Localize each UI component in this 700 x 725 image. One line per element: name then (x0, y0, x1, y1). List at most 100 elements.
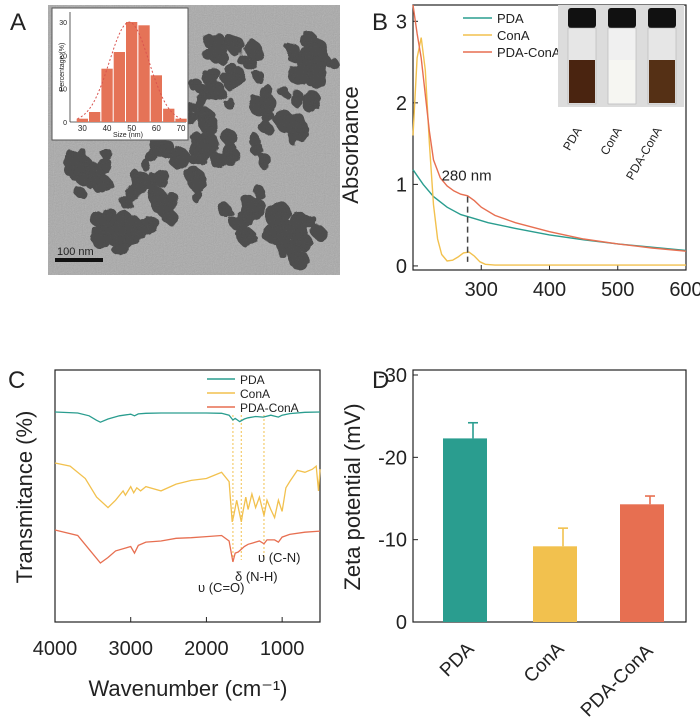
nanoparticle (276, 114, 296, 134)
histogram-ticks: 30 40 50 60 70 0 10 20 30 (59, 20, 186, 133)
nanoparticle (237, 227, 256, 247)
panel-label-d: D (372, 367, 389, 394)
vial-pda-cona (647, 8, 677, 105)
uv-vis-x-tick-label: 500 (601, 279, 634, 301)
nanoparticle (139, 158, 151, 170)
vial-pda (567, 8, 597, 105)
uv-vis-y-tick-label: 1 (396, 174, 407, 196)
ftir-x-tick-label: 4000 (33, 638, 78, 660)
280nm-annotation: 280 nm (442, 167, 492, 184)
zeta-bar-cona (533, 546, 577, 622)
histogram-bar (138, 25, 150, 122)
uv-vis-ticks: 300 400 500 600 0 1 2 3 (396, 11, 700, 301)
histogram-bar (89, 112, 101, 122)
nanoparticle (143, 171, 157, 186)
nanoparticle (261, 110, 275, 123)
ftir-series (54, 411, 321, 564)
nanoparticle (278, 86, 289, 98)
nanoparticle (288, 90, 305, 106)
uv-vis-legend-label: PDA (497, 11, 524, 26)
histogram-xlabel: Size (nm) (113, 132, 143, 139)
ftir-ticks: 4000 3000 2000 1000 (33, 617, 304, 660)
uv-vis-series-cona (412, 37, 686, 266)
histogram-y-tick-label: 0 (63, 120, 67, 127)
nanoparticle (225, 35, 245, 55)
zeta-ticks: -30 -20 -10 0 (378, 365, 418, 634)
nanoparticle (75, 187, 87, 199)
uv-vis-legend-label: ConA (497, 28, 530, 43)
nanoparticle (86, 177, 98, 190)
vial-label: PDA-ConA (623, 125, 664, 183)
histogram-bar (150, 75, 162, 122)
nanoparticle (75, 168, 88, 181)
histogram-x-tick-label: 60 (152, 124, 161, 133)
nanoparticle (223, 208, 234, 219)
nanoparticle (93, 232, 110, 248)
nanoparticle (65, 152, 80, 168)
zeta-category-label: ConA (520, 638, 569, 687)
nanoparticle (287, 132, 300, 145)
nanoparticles (62, 31, 339, 271)
nanoparticle (235, 210, 253, 229)
nanoparticle (314, 52, 331, 70)
nanoparticle (152, 169, 171, 187)
nanoparticle (223, 96, 235, 109)
gaussian-fit-curve (77, 21, 182, 120)
uv-vis-ylabel: Absorbance (338, 86, 363, 203)
ftir-chart: 4000 3000 2000 1000 υ (C=O)δ (N-H) υ (C-N) P… (12, 369, 321, 701)
histogram-ylabel: Percentage (%) (59, 43, 66, 92)
zeta-y-tick-label: -10 (378, 530, 407, 552)
uv-vis-series (412, 4, 687, 266)
vial-cona (607, 8, 637, 105)
zeta-bar-pda (443, 438, 487, 622)
ftir-frame (54, 369, 321, 623)
nanoparticle (144, 149, 157, 162)
zeta-category-label: PDA (436, 638, 479, 681)
histogram-x-tick-label: 40 (103, 124, 112, 133)
uv-vis-y-tick-label: 2 (396, 93, 407, 115)
zeta-bar-pda-cona (620, 504, 664, 622)
nanoparticle (311, 74, 328, 91)
ftir-annotation-c-o: υ (C=O) (198, 580, 244, 595)
ftir-x-tick-label: 2000 (184, 638, 229, 660)
panel-label-c: C (8, 367, 25, 394)
ftir-annotation-n-h: δ (N-H) (235, 569, 278, 584)
nanoparticle (285, 221, 298, 234)
histogram-x-tick-label: 70 (177, 124, 186, 133)
histogram-bar (101, 68, 113, 122)
tem-image: 100 nm (48, 5, 340, 275)
nanoparticle (259, 121, 273, 135)
nanoparticle (103, 223, 116, 236)
nanoparticle (256, 153, 272, 169)
nanoparticle (157, 140, 176, 159)
nanoparticle (79, 156, 92, 168)
nanoparticle (193, 95, 209, 110)
nanoparticle (189, 189, 202, 201)
zeta-chart: -30 -20 -10 0 PDA ConA PDA-ConA Zeta potentia… (340, 365, 687, 721)
histogram-bar (175, 118, 187, 122)
histogram-x-tick-label: 50 (127, 124, 136, 133)
nanoparticle (289, 251, 303, 266)
ftir-annotation-c-n: υ (C-N) (258, 550, 301, 565)
histogram-bar (113, 52, 125, 122)
nanoparticle (220, 129, 237, 146)
nanoparticle (225, 77, 241, 93)
ftir-annotations: υ (C=O)δ (N-H) υ (C-N) (198, 550, 301, 595)
nanoparticle (208, 34, 228, 54)
nanoparticle (220, 140, 237, 157)
nanoparticle (306, 67, 318, 79)
nanoparticle (242, 204, 253, 215)
ftir-xlabel: Wavenumber (cm⁻¹) (88, 676, 287, 701)
uv-vis-x-tick-label: 600 (669, 279, 700, 301)
uv-vis-legend: PDA ConA PDA-ConA (463, 11, 561, 60)
nanoparticle (93, 177, 112, 196)
zeta-ylabel: Zeta potential (mV) (340, 403, 365, 590)
uv-vis-legend-label: PDA-ConA (497, 45, 561, 60)
nanoparticle (236, 53, 249, 65)
zeta-y-tick-label: -30 (378, 365, 407, 387)
histogram-y-tick-label: 30 (59, 20, 67, 27)
zeta-y-tick-label: -20 (378, 447, 407, 469)
nanoparticle (111, 239, 128, 256)
uv-vis-chart: 300 400 500 600 0 1 2 3 280 nm Absorbance PDA Co… (338, 4, 700, 301)
zeta-y-tick-label: 0 (396, 612, 407, 634)
